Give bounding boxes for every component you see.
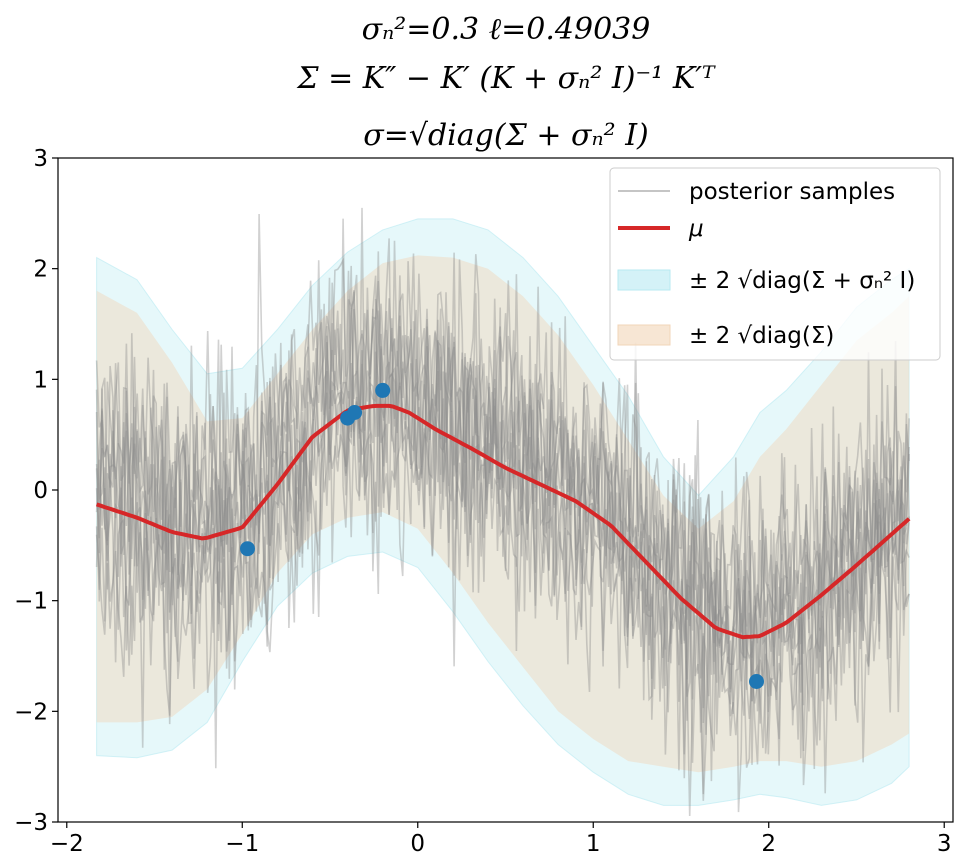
posterior-sample-6 [95, 309, 910, 724]
mean-curve [95, 403, 911, 640]
posterior-sample-8 [95, 251, 910, 725]
legend-samples-label: posterior samples [689, 179, 895, 205]
data-point-4 [375, 382, 391, 398]
legend-band-latent-label: ± 2 √diag(Σ) [689, 323, 834, 349]
x-tick-label: 0 [410, 831, 425, 857]
y-tick-label: 3 [33, 146, 48, 172]
legend-band-latent-swatch [617, 324, 671, 346]
plot-area [95, 207, 911, 817]
data-point-3 [347, 405, 363, 420]
legend-mean-label: μ [688, 216, 704, 242]
chart-title: σₙ²=0.3 ℓ=0.49039 Σ = K″ − K′ (K + σₙ² I… [296, 12, 716, 153]
title-line-3: σ=√diag(Σ + σₙ² I) [363, 118, 649, 153]
legend-frame [609, 167, 941, 361]
data-point-5 [749, 674, 764, 689]
x-tick-label: 3 [937, 831, 952, 857]
x-tick-label: 1 [586, 831, 601, 857]
data-point-1 [240, 541, 255, 557]
x-tick-label: −2 [50, 831, 84, 857]
legend: posterior samples μ ± 2 √diag(Σ + σₙ² I)… [609, 167, 941, 361]
band-total [96, 218, 910, 806]
y-tick-label: −3 [14, 810, 48, 836]
legend-band-total-swatch [617, 269, 671, 291]
posterior-sample-5 [95, 218, 910, 779]
title-line-2: Σ = K″ − K′ (K + σₙ² I)⁻¹ K′ᵀ [296, 61, 716, 96]
posterior-sample-3 [95, 280, 910, 795]
band-latent [96, 255, 910, 773]
y-tick-label: 0 [33, 478, 48, 504]
y-tick-label: 1 [33, 367, 48, 393]
x-tick-label: −1 [225, 831, 259, 857]
y-tick-label: −1 [14, 589, 48, 615]
y-tick-label: −2 [14, 699, 48, 725]
posterior-sample-1 [95, 261, 910, 754]
title-line-1: σₙ²=0.3 ℓ=0.49039 [362, 12, 651, 47]
legend-band-total-label: ± 2 √diag(Σ + σₙ² I) [689, 268, 915, 294]
x-tick-label: 2 [761, 831, 776, 857]
posterior-sample-10 [95, 321, 910, 801]
posterior-sample-7 [95, 207, 910, 765]
posterior-sample-4 [95, 286, 910, 794]
y-tick-label: 2 [33, 257, 48, 283]
posterior-sample-9 [95, 309, 910, 813]
